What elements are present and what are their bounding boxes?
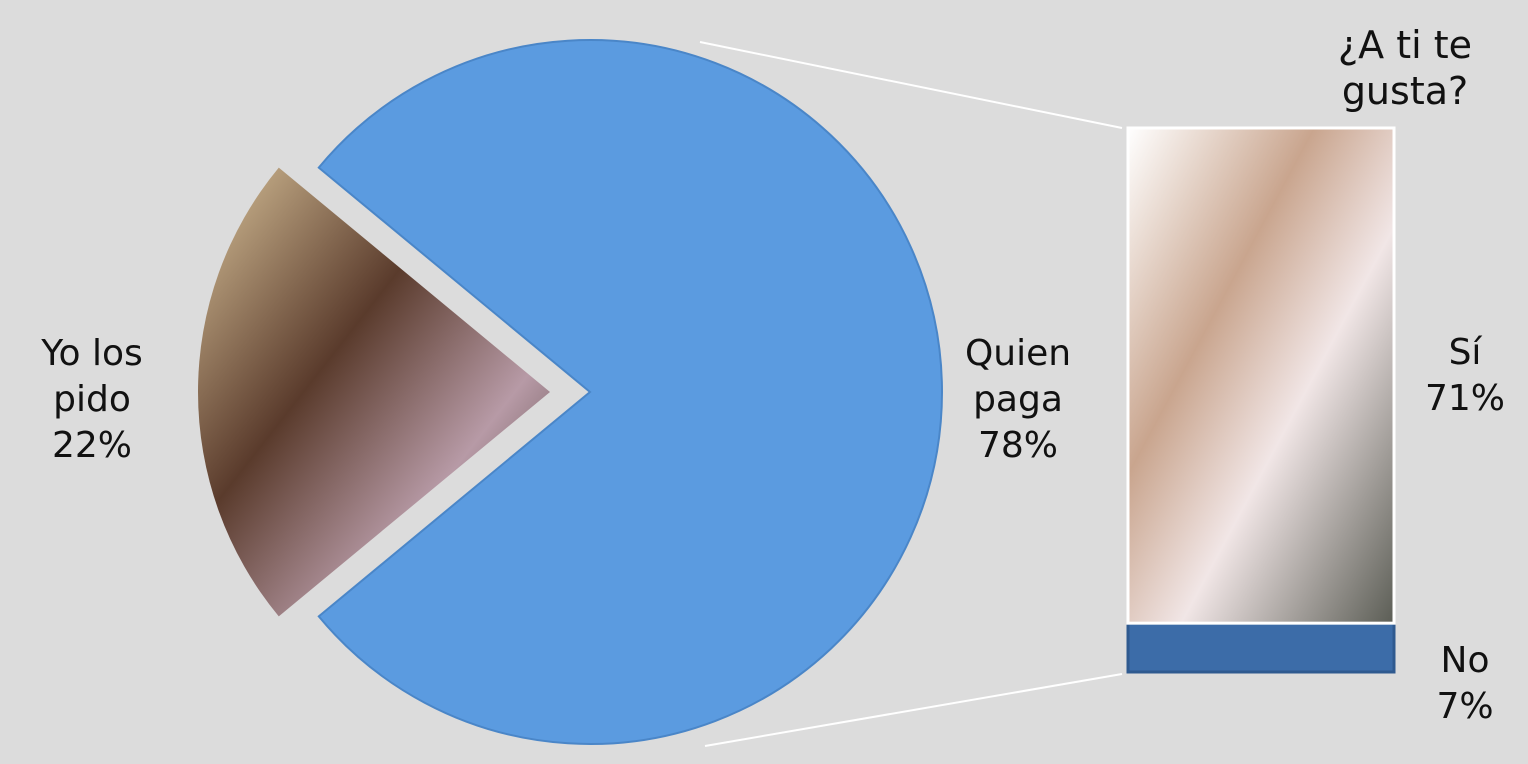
bar-label-text: 71% xyxy=(1424,377,1505,419)
bar-segment xyxy=(1126,126,1396,625)
bar-label: Sí 71% xyxy=(1415,330,1515,422)
connector xyxy=(704,673,1123,747)
connector xyxy=(699,41,1123,129)
slice-label-text: 78% xyxy=(977,425,1058,466)
slice-label: Yo los pido 22% xyxy=(17,331,167,469)
slice-label-text: Yo los pido xyxy=(41,333,143,420)
bar-label-text: No xyxy=(1440,639,1490,681)
slice-label: Quien paga 78% xyxy=(953,331,1083,469)
bar-label-text: 7% xyxy=(1436,685,1494,727)
slice-label-text: 22% xyxy=(51,425,132,466)
bar-label: No 7% xyxy=(1415,638,1515,730)
pie-slice xyxy=(197,167,550,617)
bar-title: ¿A ti te gusta? xyxy=(1337,23,1473,113)
bar-segment xyxy=(1126,621,1396,674)
pie-slice xyxy=(317,39,943,745)
slice-label-text: Quien paga xyxy=(964,333,1072,420)
bar-label-text: Sí xyxy=(1448,331,1482,373)
